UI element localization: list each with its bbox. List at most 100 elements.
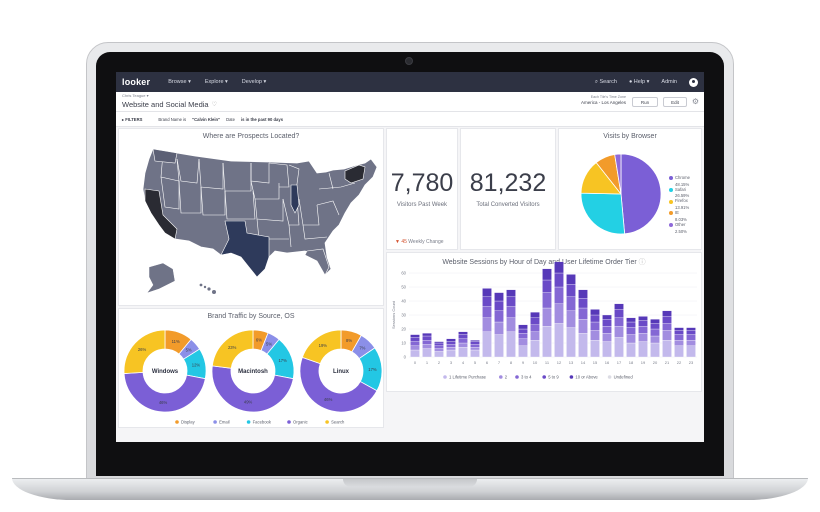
session-bar-segment[interactable] — [494, 321, 504, 335]
session-bar-segment[interactable] — [650, 328, 660, 337]
session-bar-segment[interactable] — [554, 303, 564, 324]
sessions-legend-label[interactable]: 3 to 4 — [521, 375, 532, 380]
browser-pie-chart[interactable] — [559, 129, 703, 251]
session-bar-segment[interactable] — [590, 340, 600, 358]
session-bar-segment[interactable] — [638, 320, 648, 327]
session-bar-segment[interactable] — [674, 345, 684, 358]
us-map[interactable] — [119, 129, 385, 307]
session-bar-segment[interactable] — [662, 310, 672, 317]
session-bar-segment[interactable] — [602, 314, 612, 320]
session-bar-segment[interactable] — [446, 338, 456, 342]
session-bar-segment[interactable] — [470, 341, 480, 345]
session-bar-segment[interactable] — [578, 307, 588, 320]
session-bar-segment[interactable] — [410, 345, 420, 351]
nav-help[interactable]: ● Help ▾ — [628, 79, 650, 85]
session-bar-segment[interactable] — [482, 296, 492, 307]
session-bar-segment[interactable] — [602, 341, 612, 358]
traffic-legend-label[interactable]: Organic — [293, 420, 308, 425]
session-bar-segment[interactable] — [590, 309, 600, 316]
session-bar-segment[interactable] — [506, 289, 516, 297]
session-bar-segment[interactable] — [626, 321, 636, 328]
session-bar-segment[interactable] — [542, 279, 552, 293]
session-bar-segment[interactable] — [458, 334, 468, 339]
session-bar-segment[interactable] — [578, 319, 588, 334]
favorite-heart-icon[interactable]: ♡ — [211, 101, 217, 108]
traffic-legend-label[interactable]: Facebook — [253, 420, 272, 425]
session-bar-segment[interactable] — [602, 319, 612, 327]
session-bar-segment[interactable] — [482, 331, 492, 358]
session-bar-segment[interactable] — [434, 341, 444, 344]
session-bar-segment[interactable] — [554, 261, 564, 274]
sessions-legend-label[interactable]: 5 to 9 — [548, 375, 559, 380]
breadcrumb[interactable]: Chris Teague ▾ — [122, 93, 149, 98]
session-bar-segment[interactable] — [566, 296, 576, 311]
session-bar-segment[interactable] — [470, 349, 480, 358]
session-bar-segment[interactable] — [422, 344, 432, 349]
browser-slice-safari[interactable] — [580, 192, 626, 235]
session-bar-segment[interactable] — [626, 317, 636, 323]
timezone-value[interactable]: America - Los Angeles — [580, 100, 626, 105]
session-bar-segment[interactable] — [686, 345, 696, 358]
nav-explore[interactable]: Explore ▾ — [204, 79, 228, 85]
session-bar-segment[interactable] — [518, 338, 528, 346]
session-bar-segment[interactable] — [614, 309, 624, 318]
session-bar-segment[interactable] — [494, 310, 504, 323]
session-bar-segment[interactable] — [554, 323, 564, 358]
browser-legend-item[interactable]: Firefox — [669, 198, 690, 205]
session-bar-segment[interactable] — [422, 348, 432, 358]
session-bar-segment[interactable] — [626, 334, 636, 344]
session-bar-segment[interactable] — [674, 334, 684, 341]
session-bar-segment[interactable] — [446, 347, 456, 351]
session-bar-segment[interactable] — [614, 303, 624, 310]
session-bar-segment[interactable] — [446, 341, 456, 345]
filter-brand-value[interactable]: "Calvin Klein" — [192, 116, 221, 122]
browser-legend-item[interactable]: Other — [669, 222, 690, 229]
session-bar-segment[interactable] — [542, 326, 552, 358]
session-bar-segment[interactable] — [458, 331, 468, 335]
session-bar-segment[interactable] — [446, 344, 456, 348]
session-bar-segment[interactable] — [650, 323, 660, 330]
session-bar-segment[interactable] — [650, 319, 660, 324]
browser-legend-item[interactable]: Safari — [669, 187, 690, 194]
donut-segment-search[interactable] — [301, 329, 342, 365]
session-bar-segment[interactable] — [638, 316, 648, 321]
session-bar-segment[interactable] — [506, 331, 516, 358]
session-bar-segment[interactable] — [410, 349, 420, 358]
donut-segment-organic[interactable] — [123, 371, 206, 413]
session-bar-segment[interactable] — [470, 347, 480, 351]
session-bar-segment[interactable] — [566, 310, 576, 328]
session-bar-segment[interactable] — [494, 334, 504, 358]
session-bar-segment[interactable] — [638, 341, 648, 358]
session-bar-segment[interactable] — [530, 312, 540, 318]
session-bar-segment[interactable] — [614, 326, 624, 338]
session-bar-segment[interactable] — [518, 333, 528, 339]
edit-button[interactable]: Edit — [663, 97, 687, 107]
donut-segment-search[interactable] — [123, 329, 166, 374]
session-bar-segment[interactable] — [518, 328, 528, 334]
session-bar-segment[interactable] — [554, 286, 564, 304]
session-bar-segment[interactable] — [566, 274, 576, 285]
session-bar-segment[interactable] — [542, 307, 552, 327]
session-bar-segment[interactable] — [530, 331, 540, 341]
run-button[interactable]: Run — [632, 97, 658, 107]
filter-date-value[interactable]: is in the past 90 days — [240, 116, 284, 122]
traffic-donut-charts[interactable]: 11% 5% 12% 46% 26% Windows 6% 5% 17% 49% 23% Macint… — [119, 309, 385, 429]
session-bar-segment[interactable] — [506, 306, 516, 318]
session-bar-segment[interactable] — [542, 268, 552, 281]
session-bar-segment[interactable] — [602, 333, 612, 342]
donut-segment-organic[interactable] — [211, 365, 294, 413]
session-bar-segment[interactable] — [410, 334, 420, 338]
session-bar-segment[interactable] — [626, 342, 636, 358]
session-bar-segment[interactable] — [422, 340, 432, 345]
browser-legend-item[interactable]: Chrome — [669, 175, 690, 182]
session-bar-segment[interactable] — [686, 327, 696, 331]
session-bar-segment[interactable] — [422, 333, 432, 337]
session-bar-segment[interactable] — [494, 292, 504, 302]
nav-browse[interactable]: Browse ▾ — [168, 79, 191, 85]
converted-visitors-tile[interactable]: 81,232 Total Converted Visitors — [460, 128, 556, 250]
traffic-legend-label[interactable]: Search — [331, 420, 345, 425]
traffic-legend-label[interactable]: Email — [219, 420, 230, 425]
session-bar-segment[interactable] — [686, 334, 696, 341]
sessions-legend-label[interactable]: Undefined — [614, 375, 634, 380]
